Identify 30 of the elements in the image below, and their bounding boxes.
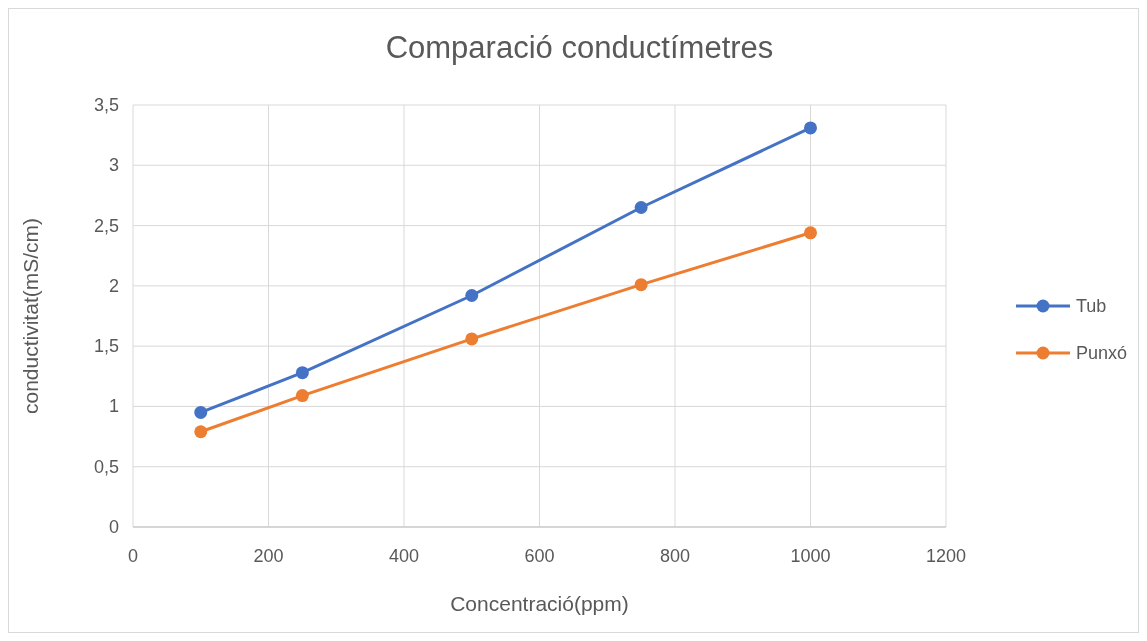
x-tick-label: 1200	[925, 546, 967, 566]
point	[465, 332, 479, 346]
x-tick-label: 400	[388, 546, 420, 566]
point	[194, 405, 208, 419]
legend-label: Tub	[1076, 296, 1107, 316]
point	[634, 278, 648, 292]
x-tick-label: 800	[659, 546, 691, 566]
x-axis-title: Concentració(ppm)	[450, 592, 629, 615]
point	[634, 200, 648, 214]
point	[804, 226, 817, 240]
y-tick-label: 1	[108, 396, 119, 417]
point	[465, 289, 479, 302]
point	[295, 366, 309, 380]
y-tick-label: 3	[108, 155, 119, 176]
y-tick-label: 3,5	[93, 95, 119, 115]
x-tick-label: 200	[253, 546, 284, 566]
y-tick-label: 1,5	[93, 336, 119, 357]
point	[804, 121, 817, 135]
y-tick-label: 0,5	[93, 456, 119, 477]
point	[295, 389, 309, 403]
chart-title: Comparació conductímetres	[385, 30, 774, 65]
legend-label: Punxó	[1076, 343, 1128, 363]
y-tick-label: 2	[108, 275, 119, 296]
y-axis-title: conductivitat(mS/cm)	[19, 217, 42, 415]
x-tick-label: 1000	[790, 546, 831, 566]
point	[194, 425, 208, 439]
y-tick-label: 2,5	[93, 215, 119, 236]
x-tick-label: 0	[127, 546, 139, 566]
x-tick-label: 600	[524, 546, 555, 566]
y-tick-label: 0	[108, 517, 119, 537]
